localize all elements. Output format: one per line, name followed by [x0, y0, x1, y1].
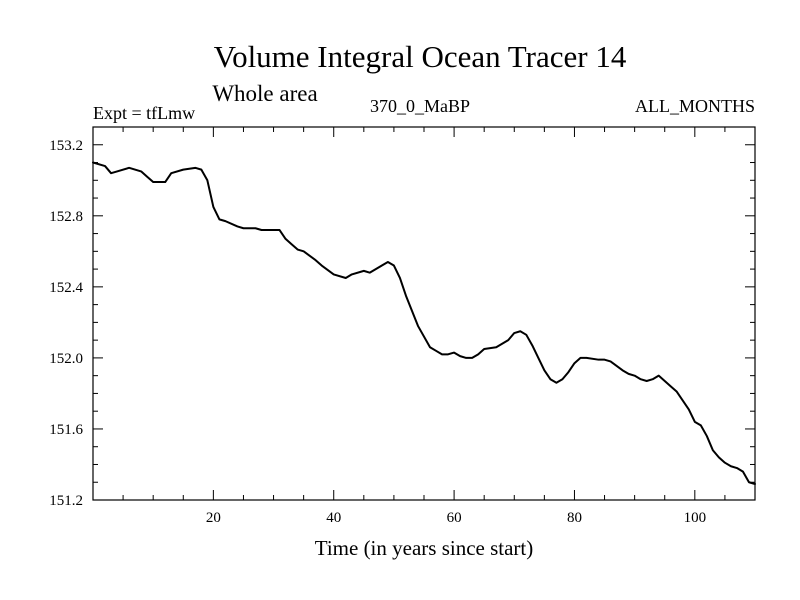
plot-frame	[92, 126, 756, 501]
axis-ticks	[93, 126, 755, 501]
x-tick-label: 60	[447, 510, 462, 526]
x-tick-label: 20	[206, 510, 221, 526]
y-tick-label: 151.6	[49, 422, 83, 438]
x-tick-label: 80	[567, 510, 582, 526]
plot-area: 20 40 60 80 100 151.2 151.6 152.0 152.4 152.8 153…	[49, 126, 756, 526]
x-tick-label: 40	[326, 510, 341, 526]
months-label: ALL_MONTHS	[635, 96, 755, 116]
period-label: 370_0_MaBP	[370, 96, 470, 116]
x-tick-label: 100	[684, 510, 707, 526]
series-line	[92, 161, 756, 486]
x-axis-label: Time (in years since start)	[315, 536, 534, 560]
x-tick-labels: 20 40 60 80 100	[206, 510, 706, 526]
y-tick-label: 153.2	[49, 138, 83, 154]
y-tick-label: 151.2	[49, 493, 83, 509]
y-tick-label: 152.8	[49, 209, 83, 225]
y-tick-labels: 151.2 151.6 152.0 152.4 152.8 153.2	[49, 138, 83, 509]
y-tick-label: 152.0	[49, 351, 83, 367]
y-tick-label: 152.4	[49, 280, 83, 296]
chart-title: Volume Integral Ocean Tracer 14	[214, 39, 627, 74]
chart-subtitle: Whole area	[212, 81, 317, 106]
experiment-label: Expt = tfLmw	[93, 103, 195, 123]
